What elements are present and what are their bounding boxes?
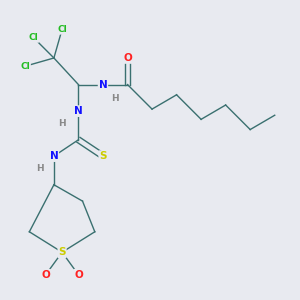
- Text: H: H: [36, 164, 43, 173]
- Text: N: N: [50, 151, 58, 161]
- Text: Cl: Cl: [57, 25, 67, 34]
- Text: H: H: [58, 119, 66, 128]
- Text: O: O: [74, 270, 83, 280]
- Text: Cl: Cl: [20, 62, 30, 71]
- Text: O: O: [123, 53, 132, 63]
- Text: N: N: [99, 80, 107, 90]
- Text: N: N: [74, 106, 83, 116]
- Text: Cl: Cl: [28, 33, 38, 42]
- Text: H: H: [111, 94, 119, 103]
- Text: O: O: [41, 270, 50, 280]
- Text: S: S: [58, 247, 66, 257]
- Text: S: S: [99, 151, 107, 161]
